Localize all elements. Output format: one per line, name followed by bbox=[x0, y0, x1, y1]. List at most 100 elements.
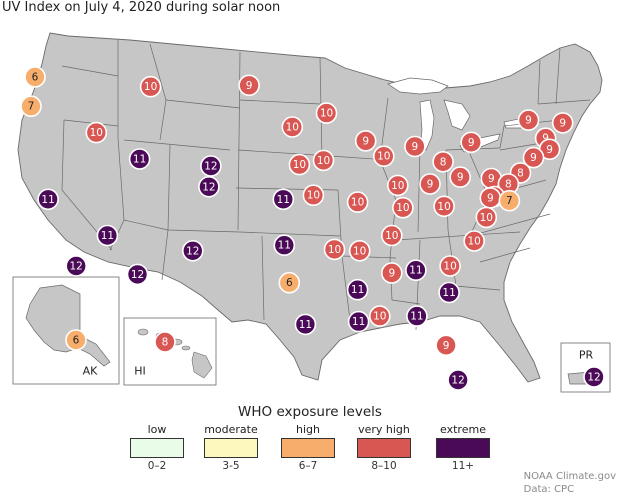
uv-marker-8 bbox=[37, 188, 59, 211]
uv-value-label-52: 7 bbox=[506, 195, 513, 207]
uv-marker-16 bbox=[294, 313, 317, 336]
uv-value-label-26: 10 bbox=[373, 311, 386, 323]
uv-marker-12 bbox=[182, 240, 204, 262]
uv-value-label-49: 8 bbox=[505, 179, 512, 191]
uv-marker-3 bbox=[139, 75, 162, 98]
uv-marker-60 bbox=[65, 329, 87, 351]
uv-value-label-7: 12 bbox=[202, 181, 215, 193]
uv-value-label-1: 7 bbox=[28, 101, 35, 113]
uv-marker-53 bbox=[475, 206, 498, 229]
uv-marker-57 bbox=[435, 334, 457, 357]
uv-value-label-51: 9 bbox=[487, 192, 494, 204]
uv-marker-43 bbox=[517, 109, 540, 131]
uv-value-label-20: 10 bbox=[317, 155, 330, 167]
legend-range: 8–10 bbox=[371, 460, 397, 472]
uv-value-label-58: 12 bbox=[451, 375, 464, 387]
uv-value-label-21: 10 bbox=[307, 190, 320, 202]
page-title: UV Index on July 4, 2020 during solar no… bbox=[2, 0, 281, 15]
uv-value-label-48: 8 bbox=[517, 167, 524, 179]
legend-range: 3-5 bbox=[222, 460, 240, 472]
uv-marker-25 bbox=[347, 310, 370, 333]
uv-marker-15 bbox=[278, 271, 301, 294]
lake-superior bbox=[387, 77, 449, 95]
uv-marker-37 bbox=[432, 151, 454, 173]
uv-value-label-28: 9 bbox=[362, 135, 369, 147]
uv-marker-31 bbox=[392, 196, 414, 219]
uv-marker-26 bbox=[368, 305, 391, 327]
legend-item-very-high: very high 8–10 bbox=[353, 423, 415, 472]
uv-value-label-57: 9 bbox=[443, 340, 450, 352]
uv-value-label-45: 9 bbox=[542, 133, 549, 145]
uv-marker-28 bbox=[354, 130, 377, 152]
uv-marker-52 bbox=[498, 189, 521, 212]
uv-value-label-41: 9 bbox=[457, 172, 464, 184]
uv-marker-2 bbox=[85, 121, 108, 144]
uv-value-label-54: 10 bbox=[468, 236, 481, 248]
uv-value-label-32: 10 bbox=[385, 230, 398, 242]
uv-value-label-61: 8 bbox=[162, 337, 169, 349]
uv-value-label-43: 9 bbox=[525, 115, 532, 127]
uv-marker-18 bbox=[315, 102, 338, 124]
uv-marker-61 bbox=[154, 331, 176, 353]
uv-value-label-30: 10 bbox=[391, 180, 404, 192]
uv-value-label-42: 9 bbox=[488, 173, 495, 185]
uv-marker-27 bbox=[346, 191, 369, 213]
uv-marker-39 bbox=[433, 195, 455, 218]
legend-swatch-high bbox=[281, 438, 335, 458]
alaska-inset: AK bbox=[12, 276, 120, 385]
uv-marker-7 bbox=[198, 176, 220, 198]
uv-marker-14 bbox=[273, 234, 296, 256]
uv-value-label-22: 10 bbox=[328, 244, 341, 256]
uv-marker-17 bbox=[281, 116, 304, 138]
uv-value-label-44: 9 bbox=[559, 117, 566, 129]
uv-value-label-24: 11 bbox=[351, 284, 364, 296]
legend-swatch-very-high bbox=[357, 438, 411, 458]
legend-label: extreme bbox=[440, 423, 486, 436]
uv-value-label-38: 9 bbox=[427, 179, 434, 191]
hawaii-inset: HI bbox=[123, 317, 217, 386]
uv-value-label-0: 6 bbox=[32, 72, 39, 84]
uv-marker-29 bbox=[372, 145, 395, 167]
alaska-landmass bbox=[25, 284, 111, 367]
alaska-label: AK bbox=[83, 365, 99, 378]
lake-michigan bbox=[419, 99, 435, 151]
uv-marker-40 bbox=[460, 131, 483, 154]
legend-label: very high bbox=[358, 423, 410, 436]
legend-item-high: high 6–7 bbox=[277, 423, 339, 472]
uv-marker-20 bbox=[312, 149, 335, 172]
uv-value-label-17: 10 bbox=[286, 122, 299, 134]
uv-marker-22 bbox=[323, 238, 346, 261]
uv-value-label-46: 9 bbox=[546, 144, 553, 156]
uv-marker-10 bbox=[65, 255, 87, 277]
uv-marker-54 bbox=[463, 230, 486, 252]
legend-range: 11+ bbox=[451, 460, 475, 472]
uv-marker-6 bbox=[200, 155, 222, 177]
uv-marker-9 bbox=[96, 224, 119, 247]
uv-marker-56 bbox=[438, 281, 460, 304]
uv-value-label-33: 9 bbox=[388, 268, 395, 280]
uv-value-label-31: 10 bbox=[396, 202, 409, 214]
uv-value-label-40: 9 bbox=[468, 137, 475, 149]
uv-marker-59 bbox=[583, 366, 605, 388]
uv-marker-47 bbox=[522, 146, 545, 169]
uv-value-label-56: 11 bbox=[442, 287, 455, 299]
uv-value-label-37: 8 bbox=[440, 156, 447, 168]
uv-value-label-3: 10 bbox=[144, 81, 157, 93]
uv-value-label-55: 10 bbox=[443, 261, 456, 273]
legend-swatch-moderate bbox=[204, 438, 258, 458]
uv-value-label-13: 11 bbox=[277, 194, 290, 206]
uv-marker-24 bbox=[346, 278, 369, 301]
uv-value-label-18: 10 bbox=[320, 108, 333, 120]
uv-value-label-23: 10 bbox=[353, 245, 366, 257]
legend-title: WHO exposure levels bbox=[238, 404, 382, 420]
legend-swatch-low bbox=[130, 438, 184, 458]
uv-marker-11 bbox=[126, 263, 149, 286]
legend-swatch-extreme bbox=[436, 438, 490, 458]
uv-value-label-39: 10 bbox=[437, 201, 450, 213]
uv-marker-44 bbox=[551, 112, 574, 134]
legend-label: high bbox=[296, 423, 320, 436]
legend-range: 0–2 bbox=[147, 460, 167, 472]
uv-marker-35 bbox=[406, 305, 428, 327]
